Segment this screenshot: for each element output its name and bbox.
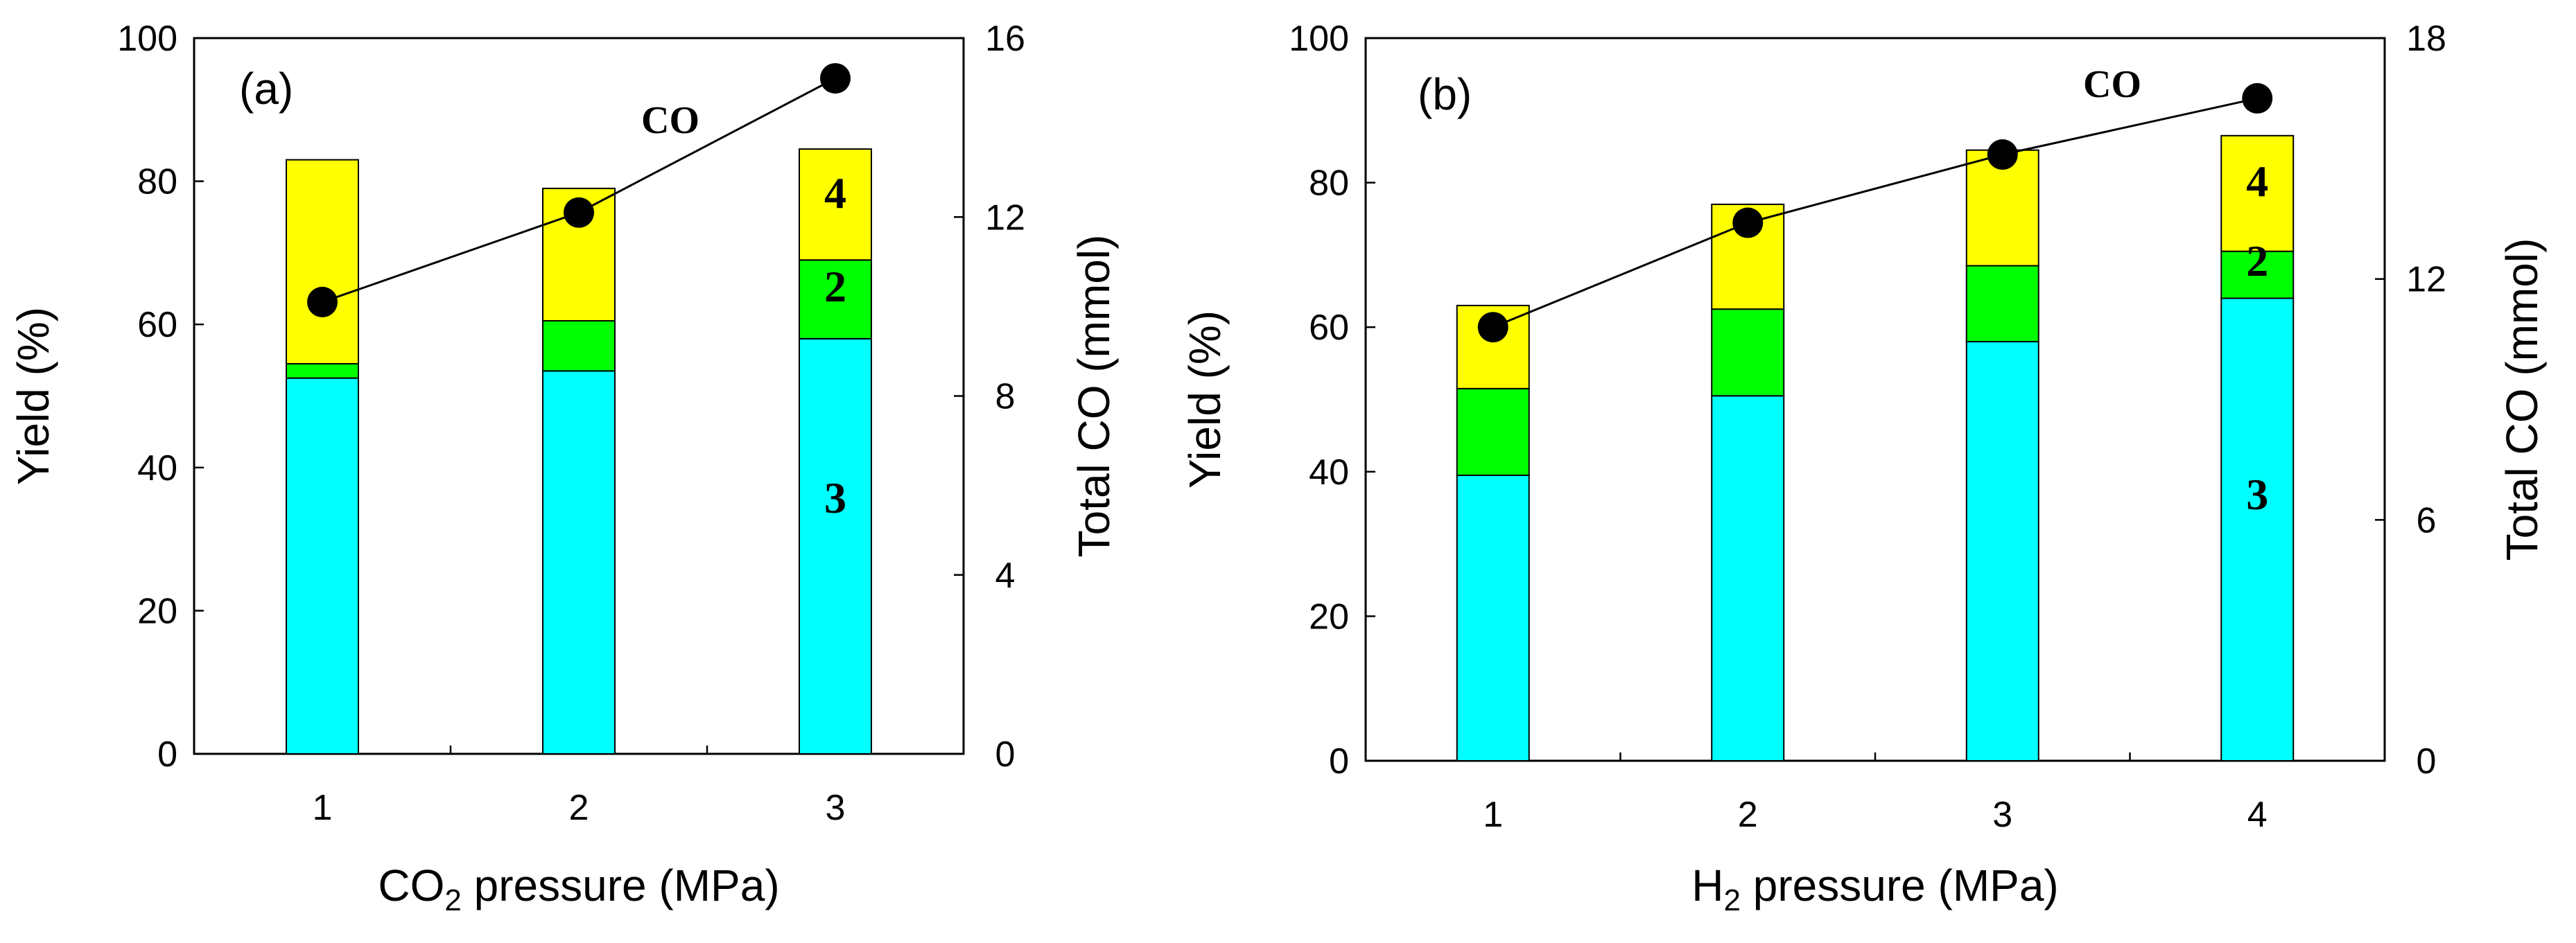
y-tick-label: 20 bbox=[137, 591, 177, 631]
bar-segment-series-3 bbox=[1456, 475, 1530, 761]
y-axis-title: Yield (%) bbox=[1180, 310, 1230, 488]
bar-segment-series-2 bbox=[542, 320, 616, 372]
x-tick-label: 3 bbox=[1992, 795, 2012, 835]
y2-tick-label: 18 bbox=[2406, 19, 2446, 59]
series-label-2: 2 bbox=[824, 262, 846, 311]
x-axis-title-rest: pressure (MPa) bbox=[1741, 861, 2059, 910]
co-point bbox=[1732, 207, 1764, 238]
x-tick-label: 3 bbox=[826, 788, 846, 828]
x-tick-label: 2 bbox=[569, 788, 589, 828]
bar-segment-series-3 bbox=[542, 370, 616, 755]
bar-segment-series-3 bbox=[286, 377, 359, 755]
bar-segment-series-2 bbox=[2220, 250, 2295, 299]
x-axis-title: CO2 pressure (MPa) bbox=[378, 861, 779, 917]
x-axis-title-subscript: 2 bbox=[1723, 883, 1740, 917]
y2-tick-label: 0 bbox=[2417, 741, 2437, 782]
bar-segment-series-2 bbox=[1456, 387, 1530, 477]
bar-segment-series-2 bbox=[1965, 265, 2039, 343]
y-tick-label: 20 bbox=[1309, 597, 1349, 637]
y2-tick-label: 0 bbox=[995, 734, 1016, 775]
panel-label: (a) bbox=[239, 64, 293, 114]
y2-axis-title: Total CO (mmol) bbox=[1069, 235, 1119, 558]
series-label-4: 4 bbox=[824, 168, 846, 218]
series-label-3: 3 bbox=[824, 473, 846, 522]
co-point bbox=[2242, 82, 2273, 114]
co-line bbox=[1492, 97, 2258, 328]
y2-tick-label: 12 bbox=[2406, 260, 2446, 300]
x-tick-label: 1 bbox=[313, 788, 333, 828]
bar-segment-series-3 bbox=[2220, 297, 2295, 762]
co-line-label: CO bbox=[641, 99, 699, 142]
y-tick-label: 60 bbox=[1309, 308, 1349, 348]
y-tick-label: 80 bbox=[1309, 164, 1349, 204]
x-axis-title-subscript: 2 bbox=[444, 883, 461, 917]
bar-segment-series-3 bbox=[1711, 395, 1785, 761]
y2-tick-label: 6 bbox=[2417, 500, 2437, 540]
bar-segment-series-3 bbox=[1965, 341, 2039, 761]
x-axis-title-main: CO bbox=[378, 861, 444, 910]
x-axis-title-main: H bbox=[1691, 861, 1723, 910]
panel-label: (b) bbox=[1418, 69, 1472, 119]
y-tick-label: 100 bbox=[1289, 19, 1349, 59]
y2-tick-label: 4 bbox=[995, 556, 1016, 596]
series-label-3: 3 bbox=[2246, 470, 2268, 519]
x-tick-label: 4 bbox=[2247, 795, 2268, 835]
y-tick-label: 0 bbox=[157, 734, 177, 775]
bar-segment-series-2 bbox=[1711, 308, 1785, 397]
x-tick-label: 1 bbox=[1483, 795, 1503, 835]
co-point bbox=[1477, 312, 1508, 343]
bar-segment-series-3 bbox=[799, 337, 872, 755]
y-tick-label: 40 bbox=[137, 448, 177, 488]
y2-tick-label: 12 bbox=[985, 197, 1025, 238]
co-point bbox=[564, 197, 594, 228]
y2-axis-title: Total CO (mmol) bbox=[2497, 238, 2547, 561]
bar-segment-series-4 bbox=[799, 148, 872, 261]
co-line-label: CO bbox=[2083, 63, 2141, 106]
bar-segment-series-2 bbox=[799, 259, 872, 340]
co-point bbox=[307, 286, 338, 317]
y-tick-label: 100 bbox=[117, 19, 177, 59]
co-point bbox=[1987, 139, 2018, 170]
y-tick-label: 0 bbox=[1329, 741, 1349, 782]
series-label-4: 4 bbox=[2246, 157, 2268, 206]
y-tick-label: 80 bbox=[137, 162, 177, 202]
bar-segment-series-4 bbox=[286, 159, 359, 365]
y2-tick-label: 16 bbox=[985, 19, 1025, 59]
y-tick-label: 40 bbox=[1309, 452, 1349, 493]
y-axis-title: Yield (%) bbox=[8, 307, 58, 485]
y-tick-label: 60 bbox=[137, 305, 177, 345]
bar-segment-series-4 bbox=[2220, 134, 2295, 252]
bar-segment-series-2 bbox=[286, 363, 359, 379]
co-point bbox=[820, 63, 851, 94]
y2-tick-label: 8 bbox=[995, 377, 1016, 417]
series-label-2: 2 bbox=[2246, 236, 2268, 285]
x-axis-title-rest: pressure (MPa) bbox=[462, 861, 780, 910]
x-tick-label: 2 bbox=[1738, 795, 1758, 835]
x-axis-title: H2 pressure (MPa) bbox=[1691, 861, 2058, 917]
